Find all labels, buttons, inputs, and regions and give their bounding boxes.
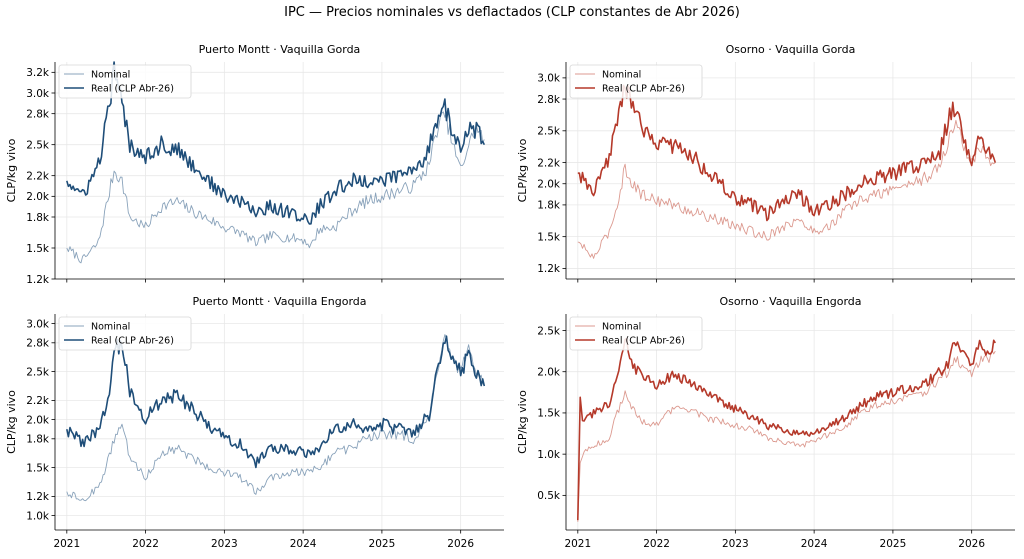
y-tick-label: 1.5k	[537, 408, 561, 420]
legend-box	[58, 64, 192, 99]
legend-label-nominal: Nominal	[602, 322, 641, 333]
y-tick-label: 2.0k	[26, 191, 50, 203]
legend-label-real: Real (CLP Abr-26)	[91, 336, 174, 347]
y-tick-label: 1.2k	[26, 491, 50, 503]
y-tick-label: 1.8k	[537, 200, 561, 212]
legend: Nominal Real (CLP Abr-26)	[58, 316, 192, 351]
legend-label-real: Real (CLP Abr-26)	[602, 336, 685, 347]
legend-label-real: Real (CLP Abr-26)	[91, 84, 174, 95]
y-tick-label: 1.8k	[26, 212, 50, 224]
series-line-real	[66, 61, 486, 225]
y-tick-label: 3.0k	[537, 73, 561, 85]
legend-box	[569, 64, 703, 99]
x-tick-label: 2023	[722, 538, 749, 550]
legend-label-nominal: Nominal	[91, 70, 130, 81]
x-tick-label: 2021	[53, 538, 80, 550]
legend: Nominal Real (CLP Abr-26)	[569, 64, 703, 99]
panel-osorno-vaquilla-engorda: 0.5k 1.0k 1.5k 2.0k 2.5k 2021 2022 2023 2024 2025…	[516, 295, 1015, 550]
y-tick-label: 1.2k	[26, 274, 50, 286]
y-tick-label: 2.8k	[26, 108, 50, 120]
legend: Nominal Real (CLP Abr-26)	[569, 316, 703, 351]
y-tick-label: 1.2k	[537, 263, 561, 275]
y-axis-label: CLP/kg vivo	[5, 390, 18, 454]
x-tick-label: 2024	[290, 538, 317, 550]
panel-title: Puerto Montt · Vaquilla Engorda	[192, 295, 366, 308]
legend-box	[569, 316, 703, 351]
y-tick-label: 2.5k	[537, 325, 561, 337]
series-line-nominal	[577, 350, 996, 522]
x-tick-label: 2023	[211, 538, 238, 550]
y-tick-label: 1.0k	[26, 510, 50, 522]
legend-label-nominal: Nominal	[602, 70, 641, 81]
series-line-nominal	[66, 111, 485, 264]
series-line-real	[577, 337, 996, 521]
y-tick-label: 2.5k	[26, 366, 50, 378]
legend-box	[58, 316, 192, 351]
panel-title: Puerto Montt · Vaquilla Gorda	[199, 43, 361, 56]
legend-label-real: Real (CLP Abr-26)	[602, 84, 685, 95]
x-tick-label: 2021	[564, 538, 591, 550]
y-tick-label: 3.0k	[26, 88, 50, 100]
y-tick-label: 2.0k	[537, 179, 561, 191]
panel-puerto-montt-vaquilla-gorda: 1.2k 1.5k 1.8k 2.0k 2.2k 2.5k 2.8k 3.0k 3.2k Puer…	[5, 43, 504, 286]
y-tick-label: 2.2k	[26, 170, 50, 182]
y-tick-label: 2.2k	[26, 395, 50, 407]
y-tick-label: 2.5k	[537, 126, 561, 138]
y-tick-label: 2.2k	[537, 157, 561, 169]
y-tick-label: 3.2k	[26, 67, 50, 79]
y-tick-label: 2.8k	[26, 338, 50, 350]
x-tick-label: 2024	[801, 538, 828, 550]
series-line-nominal	[577, 119, 996, 259]
x-tick-label: 2026	[958, 538, 985, 550]
legend: Nominal Real (CLP Abr-26)	[58, 64, 192, 99]
series-line-nominal	[66, 334, 485, 502]
series-line-real	[577, 84, 997, 222]
y-tick-label: 2.0k	[537, 367, 561, 379]
y-tick-label: 1.5k	[26, 243, 50, 255]
legend-label-nominal: Nominal	[91, 322, 130, 333]
y-tick-label: 0.5k	[537, 490, 561, 502]
y-tick-label: 1.5k	[26, 462, 50, 474]
y-axis-label: CLP/kg vivo	[5, 138, 18, 202]
y-axis-label: CLP/kg vivo	[516, 390, 529, 454]
y-tick-label: 2.5k	[26, 139, 50, 151]
panel-osorno-vaquilla-gorda: 1.2k 1.5k 1.8k 2.0k 2.2k 2.5k 2.8k 3.0k Osorno ·…	[516, 43, 1015, 283]
y-tick-label: 1.5k	[537, 231, 561, 243]
x-tick-label: 2025	[369, 538, 396, 550]
y-tick-label: 1.8k	[26, 434, 50, 446]
y-tick-label: 1.0k	[537, 449, 561, 461]
y-tick-label: 3.0k	[26, 318, 50, 330]
figure-title: IPC — Precios nominales vs deflactados (…	[284, 5, 740, 20]
x-tick-label: 2022	[132, 538, 159, 550]
panel-title: Osorno · Vaquilla Engorda	[719, 295, 861, 308]
x-tick-label: 2026	[447, 538, 474, 550]
panel-puerto-montt-vaquilla-engorda: 1.0k 1.2k 1.5k 1.8k 2.0k 2.2k 2.5k 2.8k 3.0k 2021…	[5, 295, 504, 550]
x-tick-label: 2022	[643, 538, 670, 550]
y-tick-label: 2.0k	[26, 414, 50, 426]
x-tick-label: 2025	[880, 538, 907, 550]
series-line-real	[66, 335, 486, 469]
y-axis-label: CLP/kg vivo	[516, 138, 529, 202]
panel-title: Osorno · Vaquilla Gorda	[726, 43, 856, 56]
y-tick-label: 2.8k	[537, 94, 561, 106]
